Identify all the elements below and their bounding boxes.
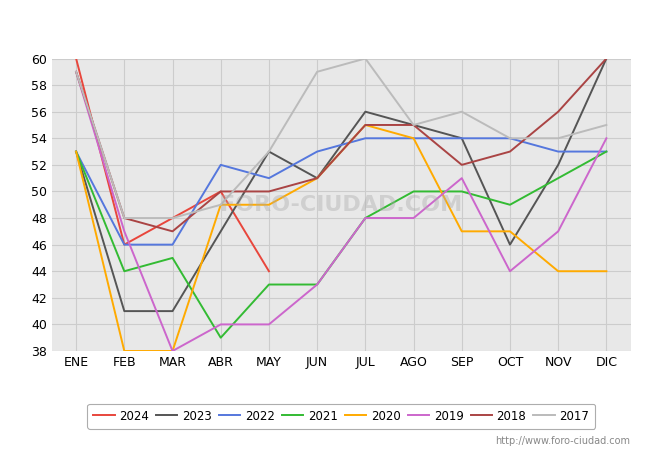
Legend: 2024, 2023, 2022, 2021, 2020, 2019, 2018, 2017: 2024, 2023, 2022, 2021, 2020, 2019, 2018…: [87, 404, 595, 428]
Text: Afiliados en Villaverde de Guadalimar a 31/5/2024: Afiliados en Villaverde de Guadalimar a …: [116, 16, 534, 34]
Text: http://www.foro-ciudad.com: http://www.foro-ciudad.com: [495, 436, 630, 446]
Text: FORO-CIUDAD.COM: FORO-CIUDAD.COM: [220, 195, 462, 215]
